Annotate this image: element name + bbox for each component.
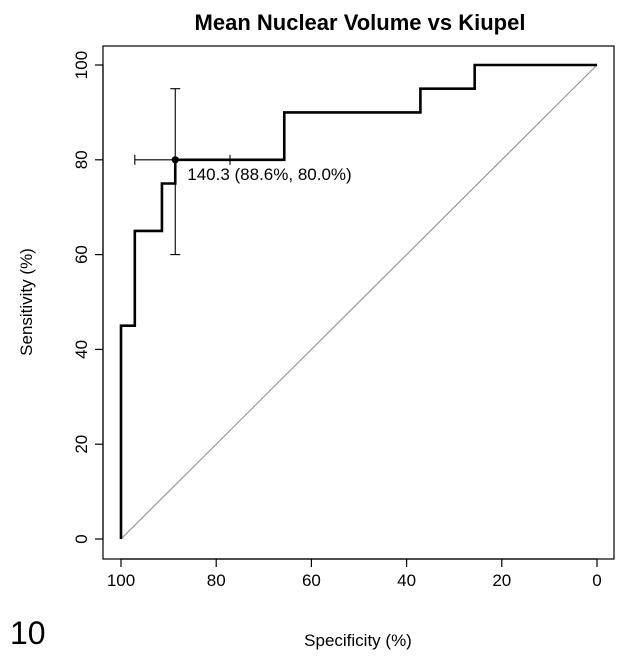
y-tick-label: 20 [72,435,91,454]
panel-label: 10 [10,615,46,651]
x-tick-label: 20 [492,571,511,590]
x-tick-label: 0 [592,571,601,590]
x-tick-label: 80 [207,571,226,590]
y-tick-label: 80 [72,150,91,169]
y-tick-label: 0 [72,534,91,543]
threshold-annotation: 140.3 (88.6%, 80.0%) [187,165,351,184]
y-axis: 0 20 40 60 80 100 [72,51,104,544]
y-tick-label: 60 [72,245,91,264]
chart-title: Mean Nuclear Volume vs Kiupel [195,10,526,35]
confidence-interval-bars [134,88,231,256]
x-tick-label: 60 [302,571,321,590]
x-axis-label: Specificity (%) [304,631,412,650]
x-tick-label: 40 [397,571,416,590]
y-axis-label: Sensitivity (%) [17,248,36,356]
x-tick-label: 100 [107,571,135,590]
threshold-point [171,156,179,164]
x-axis: 100 80 60 40 20 0 [107,558,602,590]
reference-diagonal [120,64,598,540]
y-tick-label: 100 [72,51,91,79]
y-tick-label: 40 [72,340,91,359]
